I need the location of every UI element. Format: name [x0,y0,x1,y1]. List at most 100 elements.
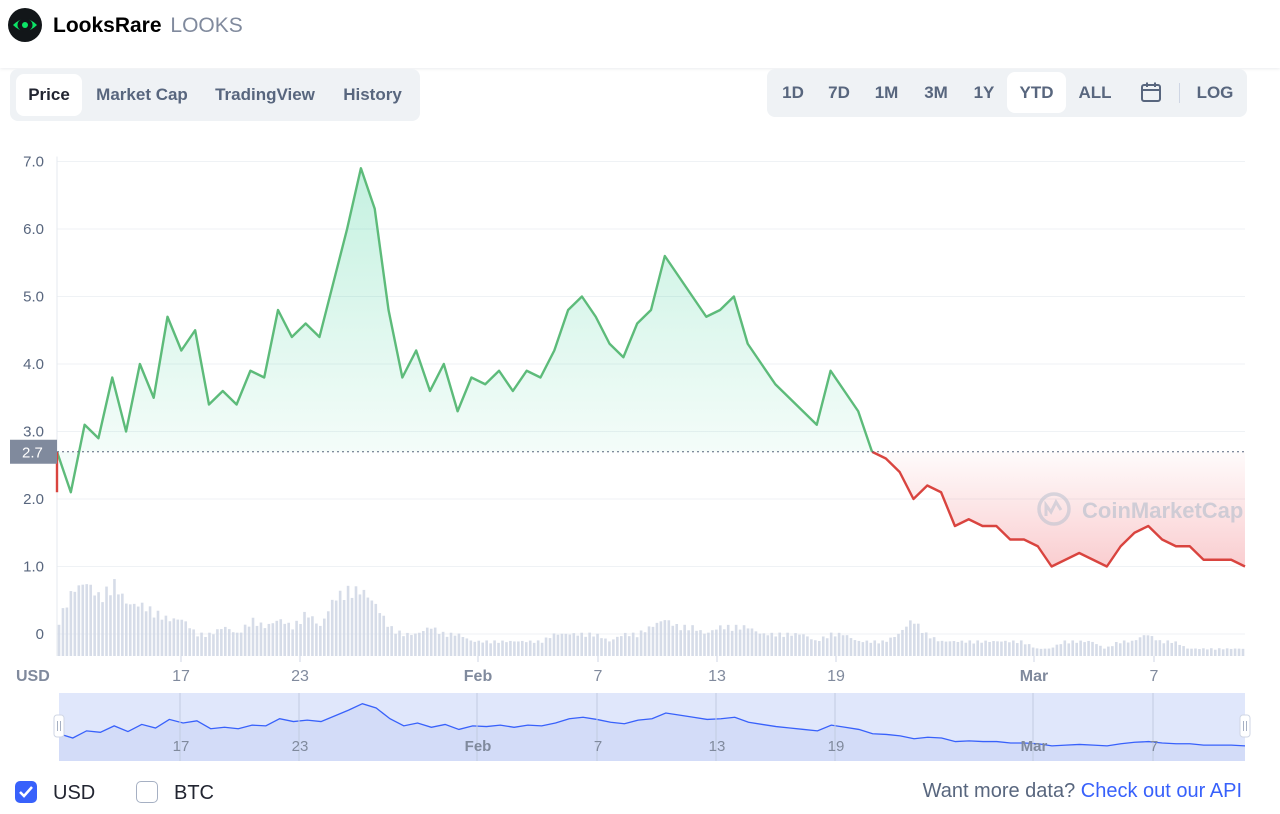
volume-bar [734,624,738,656]
volume-bar [726,624,730,656]
volume-bar [1206,649,1209,656]
range-1y-button[interactable]: 1Y [973,83,995,102]
volume-bar [227,629,231,656]
volume-bar [1087,640,1090,656]
volume-bar [279,619,283,656]
volume-bar [299,624,302,656]
volume-bar [778,632,781,656]
volume-bar [540,642,544,656]
volume-bar [1059,644,1063,656]
volume-bar [631,632,635,656]
range-1m-button[interactable]: 1M [874,83,899,102]
log-scale-button[interactable]: LOG [1196,83,1234,102]
navigator-tick-label: Mar [1021,738,1048,755]
price-line-up [55,167,874,494]
tab-market-cap[interactable]: Market Cap [96,85,188,104]
volume-bar [576,635,580,656]
volume-bar [1229,648,1233,656]
range-all-button[interactable]: ALL [1078,83,1112,102]
volume-bar [358,594,362,656]
range-navigator[interactable]: 17 23 Feb 7 13 19 Mar 7 [53,693,1251,761]
volume-bar [303,611,306,656]
date-range-button[interactable] [1129,72,1173,113]
range-1d-button[interactable]: 1D [782,83,804,102]
volume-bar [410,635,413,656]
volume-bar [517,641,520,656]
volume-bar [1194,648,1197,656]
volume-bar [342,600,346,656]
volume-bar [909,620,912,656]
volume-bar [544,637,548,656]
volume-bar [1107,646,1110,656]
volume-bar [1174,641,1177,656]
volume-bar [422,631,425,656]
navigator-right-handle[interactable] [1239,714,1251,738]
navigator-tick-label: 7 [594,738,602,755]
volume-bar [841,635,845,656]
volume-bar [156,610,160,656]
volume-bar [1138,637,1142,656]
volume-bar [853,640,857,656]
volume-bar [457,633,461,656]
volume-bar [1221,649,1225,656]
volume-bar [425,627,429,656]
volume-bar [1217,648,1221,656]
volume-bar [996,641,999,656]
volume-bar [596,633,599,656]
x-tick-label: 23 [291,668,309,685]
volume-bar [57,624,61,656]
volume-bar [140,602,144,656]
volume-bar [798,634,801,656]
coin-symbol: LOOKS [170,14,243,37]
tab-price[interactable]: Price [16,74,82,116]
volume-bar [1027,644,1031,656]
volume-bar [821,636,825,656]
volume-bar [532,642,536,656]
navigator-left-handle[interactable] [53,714,65,738]
volume-bar [283,623,287,656]
volume-bar [612,639,615,656]
volume-bar [85,584,89,656]
volume-bar [212,634,215,656]
coin-title: LooksRare LOOKS [53,14,243,38]
volume-bar [390,626,393,656]
usd-checkbox[interactable] [15,781,37,803]
volume-bar [378,613,382,656]
volume-bar [620,636,623,656]
volume-bar [437,634,441,656]
volume-bar [1000,641,1003,656]
volume-bar [770,632,774,656]
volume-bar [160,619,164,656]
price-chart[interactable]: 7.0 6.0 5.0 4.0 3.0 2.0 1.0 0 2.7 CoinMarketCap… [0,140,1280,770]
volume-bar [505,642,508,656]
volume-bar [742,625,746,656]
volume-bar [730,630,734,656]
range-3m-button[interactable]: 3M [924,83,948,102]
volume-bar [180,619,184,656]
volume-bar [758,633,762,656]
volume-bar [354,586,358,656]
y-tick-label: 0 [36,626,44,643]
looksrare-eye-icon[interactable] [8,8,42,42]
volume-bar [651,626,655,656]
volume-bar [1118,643,1122,656]
volume-bar [556,634,560,656]
range-ytd-button[interactable]: YTD [1007,72,1066,113]
api-link[interactable]: Check out our API [1080,780,1242,802]
volume-bar [825,638,829,656]
volume-bar [1126,642,1130,656]
chart-tabs: Price Market Cap TradingView History [10,69,420,121]
tab-history[interactable]: History [343,85,402,104]
volume-bar [786,632,789,656]
tab-tradingview[interactable]: TradingView [215,85,315,104]
reference-price: 2.7 [10,439,1245,464]
volume-bar [1154,640,1158,656]
volume-bar [1071,640,1075,656]
volume-bar [271,623,275,656]
volume-bar [1035,648,1039,656]
volume-bar [1039,648,1043,656]
volume-bar [1166,640,1170,656]
volume-bar [89,584,92,656]
btc-checkbox[interactable] [136,781,158,803]
range-7d-button[interactable]: 7D [828,83,850,102]
